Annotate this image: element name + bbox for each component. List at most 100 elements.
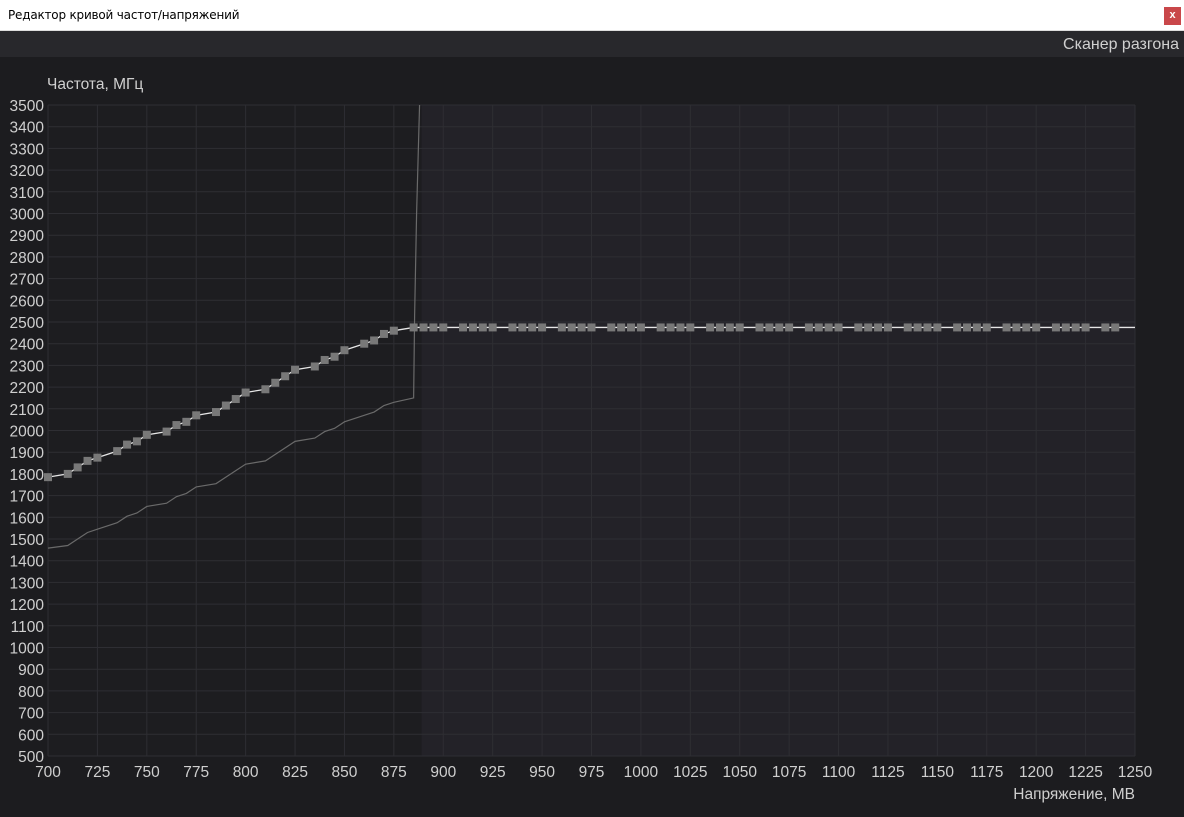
curve-point[interactable]: [73, 463, 82, 472]
curve-point[interactable]: [1051, 323, 1060, 332]
curve-point[interactable]: [725, 323, 734, 332]
curve-point[interactable]: [429, 323, 438, 332]
curve-point[interactable]: [874, 323, 883, 332]
curve-point[interactable]: [1012, 323, 1021, 332]
y-tick-label: 2000: [10, 424, 45, 441]
curve-point[interactable]: [913, 323, 922, 332]
x-tick-label: 775: [183, 764, 209, 781]
curve-point[interactable]: [113, 447, 122, 456]
x-tick-label: 1225: [1068, 764, 1102, 781]
curve-point[interactable]: [577, 323, 586, 332]
curve-point[interactable]: [162, 427, 171, 436]
oc-scanner-button[interactable]: Сканер разгона: [1063, 36, 1179, 53]
curve-point[interactable]: [528, 323, 537, 332]
curve-point[interactable]: [538, 323, 547, 332]
curve-point[interactable]: [320, 355, 329, 364]
curve-point[interactable]: [587, 323, 596, 332]
curve-point[interactable]: [1111, 323, 1120, 332]
curve-point[interactable]: [389, 326, 398, 335]
curve-point[interactable]: [330, 352, 339, 361]
curve-point[interactable]: [1061, 323, 1070, 332]
curve-point[interactable]: [627, 323, 636, 332]
curve-point[interactable]: [379, 329, 388, 338]
curve-point[interactable]: [923, 323, 932, 332]
curve-point[interactable]: [83, 456, 92, 465]
curve-point[interactable]: [182, 417, 191, 426]
curve-point[interactable]: [735, 323, 744, 332]
curve-point[interactable]: [439, 323, 448, 332]
curve-point[interactable]: [903, 323, 912, 332]
curve-point[interactable]: [1032, 323, 1041, 332]
x-axis-title: Напряжение, МВ: [1013, 786, 1135, 803]
curve-point[interactable]: [370, 336, 379, 345]
curve-point[interactable]: [1081, 323, 1090, 332]
close-button[interactable]: x: [1164, 7, 1181, 25]
curve-point[interactable]: [291, 365, 300, 374]
y-tick-label: 1800: [10, 467, 45, 484]
curve-point[interactable]: [656, 323, 665, 332]
curve-point[interactable]: [142, 430, 151, 439]
curve-point[interactable]: [775, 323, 784, 332]
curve-point[interactable]: [63, 469, 72, 478]
curve-point[interactable]: [132, 437, 141, 446]
curve-point[interactable]: [804, 323, 813, 332]
curve-point[interactable]: [192, 411, 201, 420]
curve-point[interactable]: [972, 323, 981, 332]
curve-point[interactable]: [468, 323, 477, 332]
y-tick-label: 1400: [10, 554, 45, 571]
curve-point[interactable]: [1002, 323, 1011, 332]
curve-point[interactable]: [419, 323, 428, 332]
curve-point[interactable]: [557, 323, 566, 332]
curve-point[interactable]: [864, 323, 873, 332]
curve-point[interactable]: [854, 323, 863, 332]
curve-point[interactable]: [518, 323, 527, 332]
curve-point[interactable]: [211, 408, 220, 417]
curve-point[interactable]: [706, 323, 715, 332]
curve-point[interactable]: [508, 323, 517, 332]
curve-point[interactable]: [271, 378, 280, 387]
curve-point[interactable]: [172, 421, 181, 430]
curve-point[interactable]: [676, 323, 685, 332]
curve-point[interactable]: [666, 323, 675, 332]
curve-point[interactable]: [261, 385, 270, 394]
curve-point[interactable]: [953, 323, 962, 332]
curve-point[interactable]: [123, 440, 132, 449]
curve-point[interactable]: [617, 323, 626, 332]
curve-point[interactable]: [231, 395, 240, 404]
curve-point[interactable]: [567, 323, 576, 332]
x-tick-label: 800: [233, 764, 259, 781]
curve-point[interactable]: [459, 323, 468, 332]
curve-point[interactable]: [1022, 323, 1031, 332]
curve-point[interactable]: [765, 323, 774, 332]
y-tick-label: 1000: [10, 641, 45, 658]
curve-point[interactable]: [824, 323, 833, 332]
curve-point[interactable]: [607, 323, 616, 332]
curve-point[interactable]: [982, 323, 991, 332]
curve-point[interactable]: [93, 453, 102, 462]
curve-point[interactable]: [636, 323, 645, 332]
curve-point[interactable]: [834, 323, 843, 332]
curve-point[interactable]: [310, 362, 319, 371]
curve-point[interactable]: [340, 346, 349, 355]
curve-point[interactable]: [814, 323, 823, 332]
curve-point[interactable]: [44, 473, 52, 482]
curve-point[interactable]: [686, 323, 695, 332]
curve-point[interactable]: [360, 339, 369, 348]
curve-point[interactable]: [785, 323, 794, 332]
curve-point[interactable]: [478, 323, 487, 332]
curve-point[interactable]: [1071, 323, 1080, 332]
curve-point[interactable]: [883, 323, 892, 332]
curve-point[interactable]: [1101, 323, 1110, 332]
x-tick-label: 850: [332, 764, 358, 781]
curve-point[interactable]: [241, 388, 250, 397]
curve-point[interactable]: [488, 323, 497, 332]
curve-point[interactable]: [715, 323, 724, 332]
curve-point[interactable]: [755, 323, 764, 332]
y-tick-label: 1700: [10, 489, 45, 506]
curve-point[interactable]: [963, 323, 972, 332]
curve-point[interactable]: [933, 323, 942, 332]
curve-point[interactable]: [281, 372, 290, 381]
curve-point[interactable]: [221, 401, 230, 410]
curve-point[interactable]: [409, 323, 418, 332]
